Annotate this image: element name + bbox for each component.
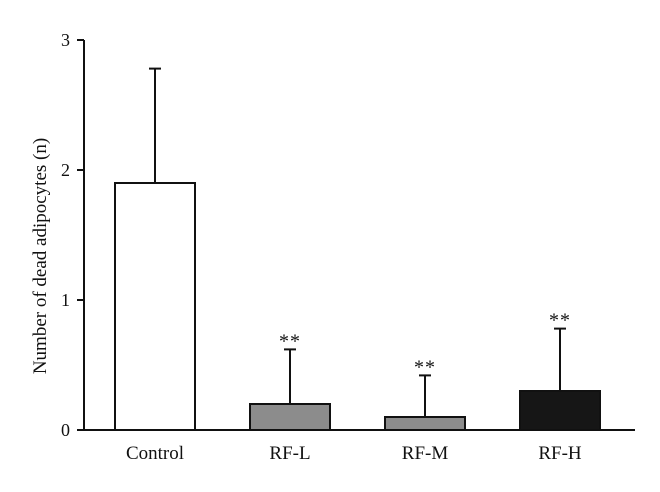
y-tick-label: 3 — [61, 30, 70, 50]
bars-group — [114, 182, 601, 431]
y-tick-label: 2 — [61, 160, 70, 180]
bar-rf-l — [249, 403, 331, 431]
x-tick-label: RF-H — [538, 443, 582, 464]
x-tick-label: RF-L — [269, 443, 310, 464]
significance-rf-h: ** — [549, 310, 571, 332]
y-axis-ticks: 0 1 2 3 — [61, 30, 84, 440]
significance-rf-l: ** — [279, 330, 301, 352]
bar-rf-h — [519, 390, 601, 431]
y-axis-title: Number of dead adipocytes (n) — [30, 138, 51, 374]
y-tick-label: 1 — [61, 290, 70, 310]
error-bars-group — [149, 67, 566, 417]
x-axis-labels: Control RF-L RF-M RF-H — [126, 443, 582, 464]
significance-rf-m: ** — [414, 356, 436, 378]
bar-control — [114, 182, 196, 431]
significance-markers: ** ** ** — [279, 310, 571, 379]
bar-rf-m — [384, 416, 466, 431]
y-tick-label: 0 — [61, 420, 70, 440]
x-tick-label: RF-M — [402, 443, 449, 464]
x-tick-label: Control — [126, 443, 184, 464]
